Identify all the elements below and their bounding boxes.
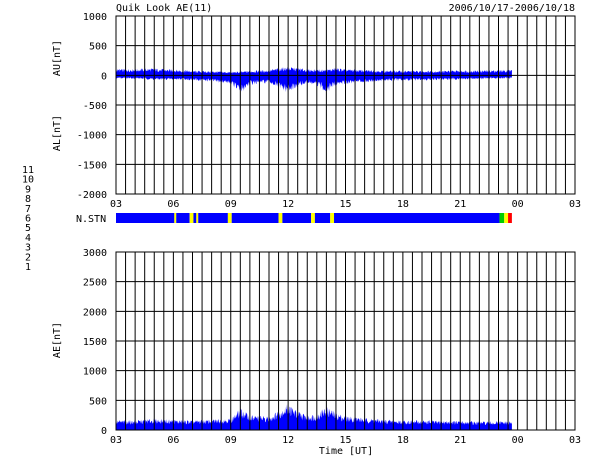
- station-count-segment: [193, 213, 197, 223]
- x-tick-label: 03: [110, 199, 122, 210]
- station-count-segment: [231, 213, 279, 223]
- y-tick-label: 1000: [83, 367, 107, 378]
- y-tick-label: -2000: [77, 190, 107, 201]
- au-al-grid: [115, 15, 576, 195]
- station-count-segment: [227, 213, 232, 223]
- au-al-data-area: [116, 66, 512, 94]
- y-tick-label: 500: [89, 396, 107, 407]
- y-tick-label: 2500: [83, 278, 107, 289]
- x-tick-label: 00: [512, 199, 524, 210]
- series-au-area: [116, 66, 512, 76]
- ae-y-tick-labels: 3000 2500 2000 1500 1000 500 0: [83, 248, 107, 437]
- y-tick-label: 0: [101, 71, 107, 82]
- ae-grid: [115, 251, 576, 431]
- series-al-area: [116, 75, 512, 94]
- station-count-segment: [189, 213, 194, 223]
- x-tick-label: 06: [167, 435, 179, 446]
- legend-entry: 6: [25, 214, 31, 225]
- al-axis-label: AL[nT]: [52, 115, 63, 151]
- station-count-segment: [278, 213, 283, 223]
- y-tick-label: -1500: [77, 160, 107, 171]
- x-tick-label: 18: [397, 199, 409, 210]
- station-count-segment: [311, 213, 315, 223]
- x-tick-label: 00: [512, 435, 524, 446]
- station-count-segment: [334, 213, 500, 223]
- legend-entry: 3: [25, 243, 31, 254]
- au-al-x-tick-labels: 03 06 09 12 15 18 21 00 03: [110, 199, 581, 210]
- x-tick-label: 09: [225, 199, 237, 210]
- ae-axis-label: AE[nT]: [52, 322, 63, 358]
- au-axis-label: AU[nT]: [52, 40, 63, 76]
- y-tick-label: -500: [83, 101, 107, 112]
- legend-entry: 2: [25, 252, 31, 263]
- y-tick-label: 500: [89, 42, 107, 53]
- station-count-segment: [198, 213, 228, 223]
- y-tick-label: -1000: [77, 131, 107, 142]
- ae-data-area: [116, 404, 512, 430]
- series-ae-area: [116, 404, 512, 430]
- y-tick-label: 0: [101, 426, 107, 437]
- legend-entry: 11: [22, 165, 34, 176]
- station-count-segment: [499, 213, 505, 223]
- station-count-label: N.STN: [76, 214, 106, 225]
- date-range: 2006/10/17-2006/10/18: [449, 3, 575, 14]
- x-tick-label: 03: [569, 435, 581, 446]
- legend-entry: 10: [22, 175, 34, 186]
- station-count-segment: [314, 213, 331, 223]
- x-tick-label: 06: [167, 199, 179, 210]
- chart-title: Quik Look AE(11): [116, 3, 212, 14]
- x-tick-label: 21: [454, 199, 466, 210]
- station-count-panel: N.STN: [76, 213, 512, 225]
- station-count-bar: [116, 213, 512, 223]
- y-tick-label: 3000: [83, 248, 107, 259]
- y-tick-label: 2000: [83, 307, 107, 318]
- legend-entry: 1: [25, 262, 31, 273]
- legend-entry: 9: [25, 184, 31, 195]
- station-count-segment: [176, 213, 190, 223]
- x-tick-label: 03: [110, 435, 122, 446]
- y-tick-label: 1000: [83, 12, 107, 23]
- x-tick-label: 12: [282, 199, 294, 210]
- x-tick-label: 21: [454, 435, 466, 446]
- au-al-y-tick-labels: 1000 500 0 -500 -1000 -1500 -2000: [77, 12, 107, 201]
- x-tick-label: 12: [282, 435, 294, 446]
- legend-entry: 8: [25, 194, 31, 205]
- x-axis-label: Time [UT]: [319, 446, 373, 457]
- legend-entry: 7: [25, 204, 31, 215]
- legend-entry: 5: [25, 223, 31, 234]
- x-tick-label: 03: [569, 199, 581, 210]
- station-count-segment: [116, 213, 175, 223]
- station-count-segment: [196, 213, 199, 223]
- x-tick-label: 18: [397, 435, 409, 446]
- x-tick-label: 09: [225, 435, 237, 446]
- x-tick-label: 15: [339, 199, 351, 210]
- ae-x-tick-labels: 03 06 09 12 15 18 21 00 03: [110, 435, 581, 446]
- legend-entry: 4: [25, 233, 31, 244]
- y-tick-label: 1500: [83, 337, 107, 348]
- station-count-segment: [330, 213, 335, 223]
- station-count-segment: [504, 213, 509, 223]
- au-al-panel: 1000 500 0 -500 -1000 -1500 -2000 03 06 09 12 15 18…: [52, 12, 581, 210]
- station-count-segment: [174, 213, 177, 223]
- station-count-segment: [282, 213, 312, 223]
- station-count-segment: [508, 213, 512, 223]
- x-tick-label: 15: [339, 435, 351, 446]
